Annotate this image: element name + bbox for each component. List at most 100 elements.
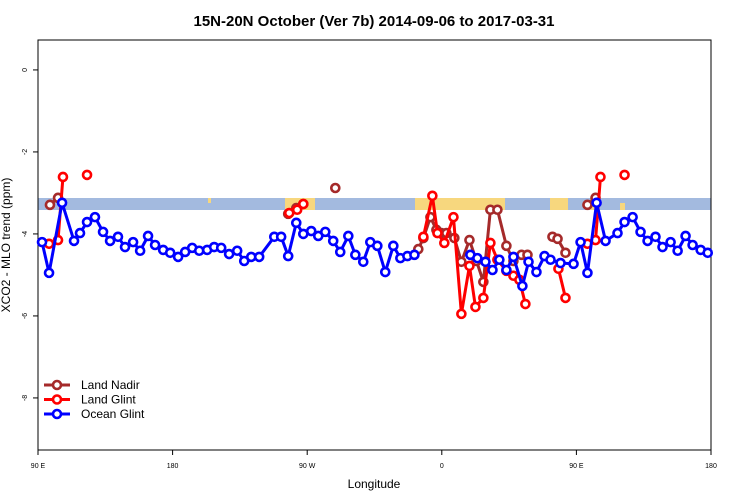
data-point	[456, 308, 467, 320]
data-point	[164, 247, 176, 259]
data-point	[642, 235, 653, 247]
data-point	[464, 234, 475, 246]
data-point	[508, 251, 519, 263]
data-point	[44, 199, 56, 211]
data-point	[612, 227, 623, 239]
legend-marker	[51, 379, 63, 391]
data-point	[81, 216, 93, 228]
y-axis-label: XCO2 - MLO trend (ppm)	[0, 178, 13, 313]
data-point	[531, 266, 542, 278]
data-point	[439, 237, 450, 249]
data-point	[379, 266, 391, 278]
data-point	[36, 236, 48, 248]
y-tick-label: -4	[22, 231, 29, 237]
data-point	[487, 264, 498, 276]
x-tick-label: 90 E	[31, 463, 46, 470]
data-point	[282, 250, 294, 262]
data-point	[501, 240, 512, 252]
data-point	[702, 247, 714, 259]
data-point	[492, 204, 503, 216]
data-point	[517, 280, 528, 292]
data-point	[127, 236, 139, 248]
data-point	[545, 254, 556, 266]
data-point	[418, 231, 429, 243]
data-point	[472, 252, 483, 264]
legend-label: Ocean Glint	[81, 407, 145, 421]
legend-marker	[51, 394, 63, 405]
data-point	[275, 231, 287, 243]
data-point	[350, 249, 361, 261]
data-point	[343, 230, 354, 242]
data-point	[501, 264, 512, 276]
data-point	[119, 241, 131, 253]
data-point	[290, 217, 302, 229]
land-patch	[415, 198, 505, 210]
y-tick-label: -8	[22, 395, 29, 401]
data-point	[112, 231, 124, 243]
y-tick-label: -6	[22, 313, 29, 319]
data-point	[291, 204, 303, 216]
data-point	[635, 226, 646, 238]
data-point	[81, 169, 93, 181]
y-tick-label: 0	[22, 68, 29, 72]
y-tick-label: -2	[22, 149, 29, 155]
data-point	[494, 254, 505, 266]
data-point	[478, 292, 489, 304]
legend-label: Land Glint	[81, 393, 136, 407]
data-point	[523, 256, 534, 268]
data-point	[327, 235, 339, 247]
data-point	[68, 235, 80, 247]
land-patch	[550, 198, 568, 210]
data-point	[600, 235, 611, 247]
data-point	[142, 230, 154, 242]
x-axis-label: Longitude	[348, 477, 401, 491]
chart-title: 15N-20N October (Ver 7b) 2014-09-06 to 2…	[193, 13, 554, 30]
data-point	[409, 249, 420, 261]
data-point	[555, 257, 566, 269]
data-point	[298, 198, 309, 210]
data-point	[172, 251, 184, 263]
data-point	[134, 245, 146, 257]
data-point	[470, 301, 481, 313]
data-point	[582, 199, 593, 211]
x-tick-label: 180	[705, 463, 717, 470]
data-point	[591, 197, 602, 209]
data-point	[97, 226, 109, 238]
data-point	[372, 240, 383, 252]
x-tick-label: 0	[440, 463, 444, 470]
data-point	[485, 237, 496, 249]
data-point	[619, 216, 630, 228]
x-tick-label: 90 E	[569, 463, 584, 470]
legend-label: Land Nadir	[81, 378, 140, 392]
data-point	[672, 245, 683, 257]
ocean-band	[38, 198, 711, 210]
series	[36, 197, 714, 292]
data-point	[231, 245, 243, 257]
data-point	[89, 211, 101, 223]
data-point	[560, 292, 571, 304]
data-point	[657, 241, 668, 253]
data-point	[627, 211, 638, 223]
legend-marker	[51, 408, 63, 420]
x-tick-label: 180	[167, 463, 179, 470]
data-point	[432, 227, 443, 239]
data-point	[595, 171, 606, 183]
data-point	[388, 240, 399, 252]
data-point	[464, 260, 475, 272]
data-point	[104, 235, 116, 247]
data-point	[253, 251, 265, 263]
data-point	[552, 233, 563, 245]
data-point	[56, 197, 68, 209]
data-point	[448, 211, 459, 223]
data-point	[334, 246, 346, 258]
data-point	[520, 298, 531, 310]
data-point	[319, 226, 331, 238]
x-tick-label: 90 W	[299, 463, 316, 470]
land-patch	[620, 203, 625, 210]
data-point	[480, 256, 491, 268]
land-patch	[208, 198, 211, 203]
data-point	[427, 190, 438, 202]
